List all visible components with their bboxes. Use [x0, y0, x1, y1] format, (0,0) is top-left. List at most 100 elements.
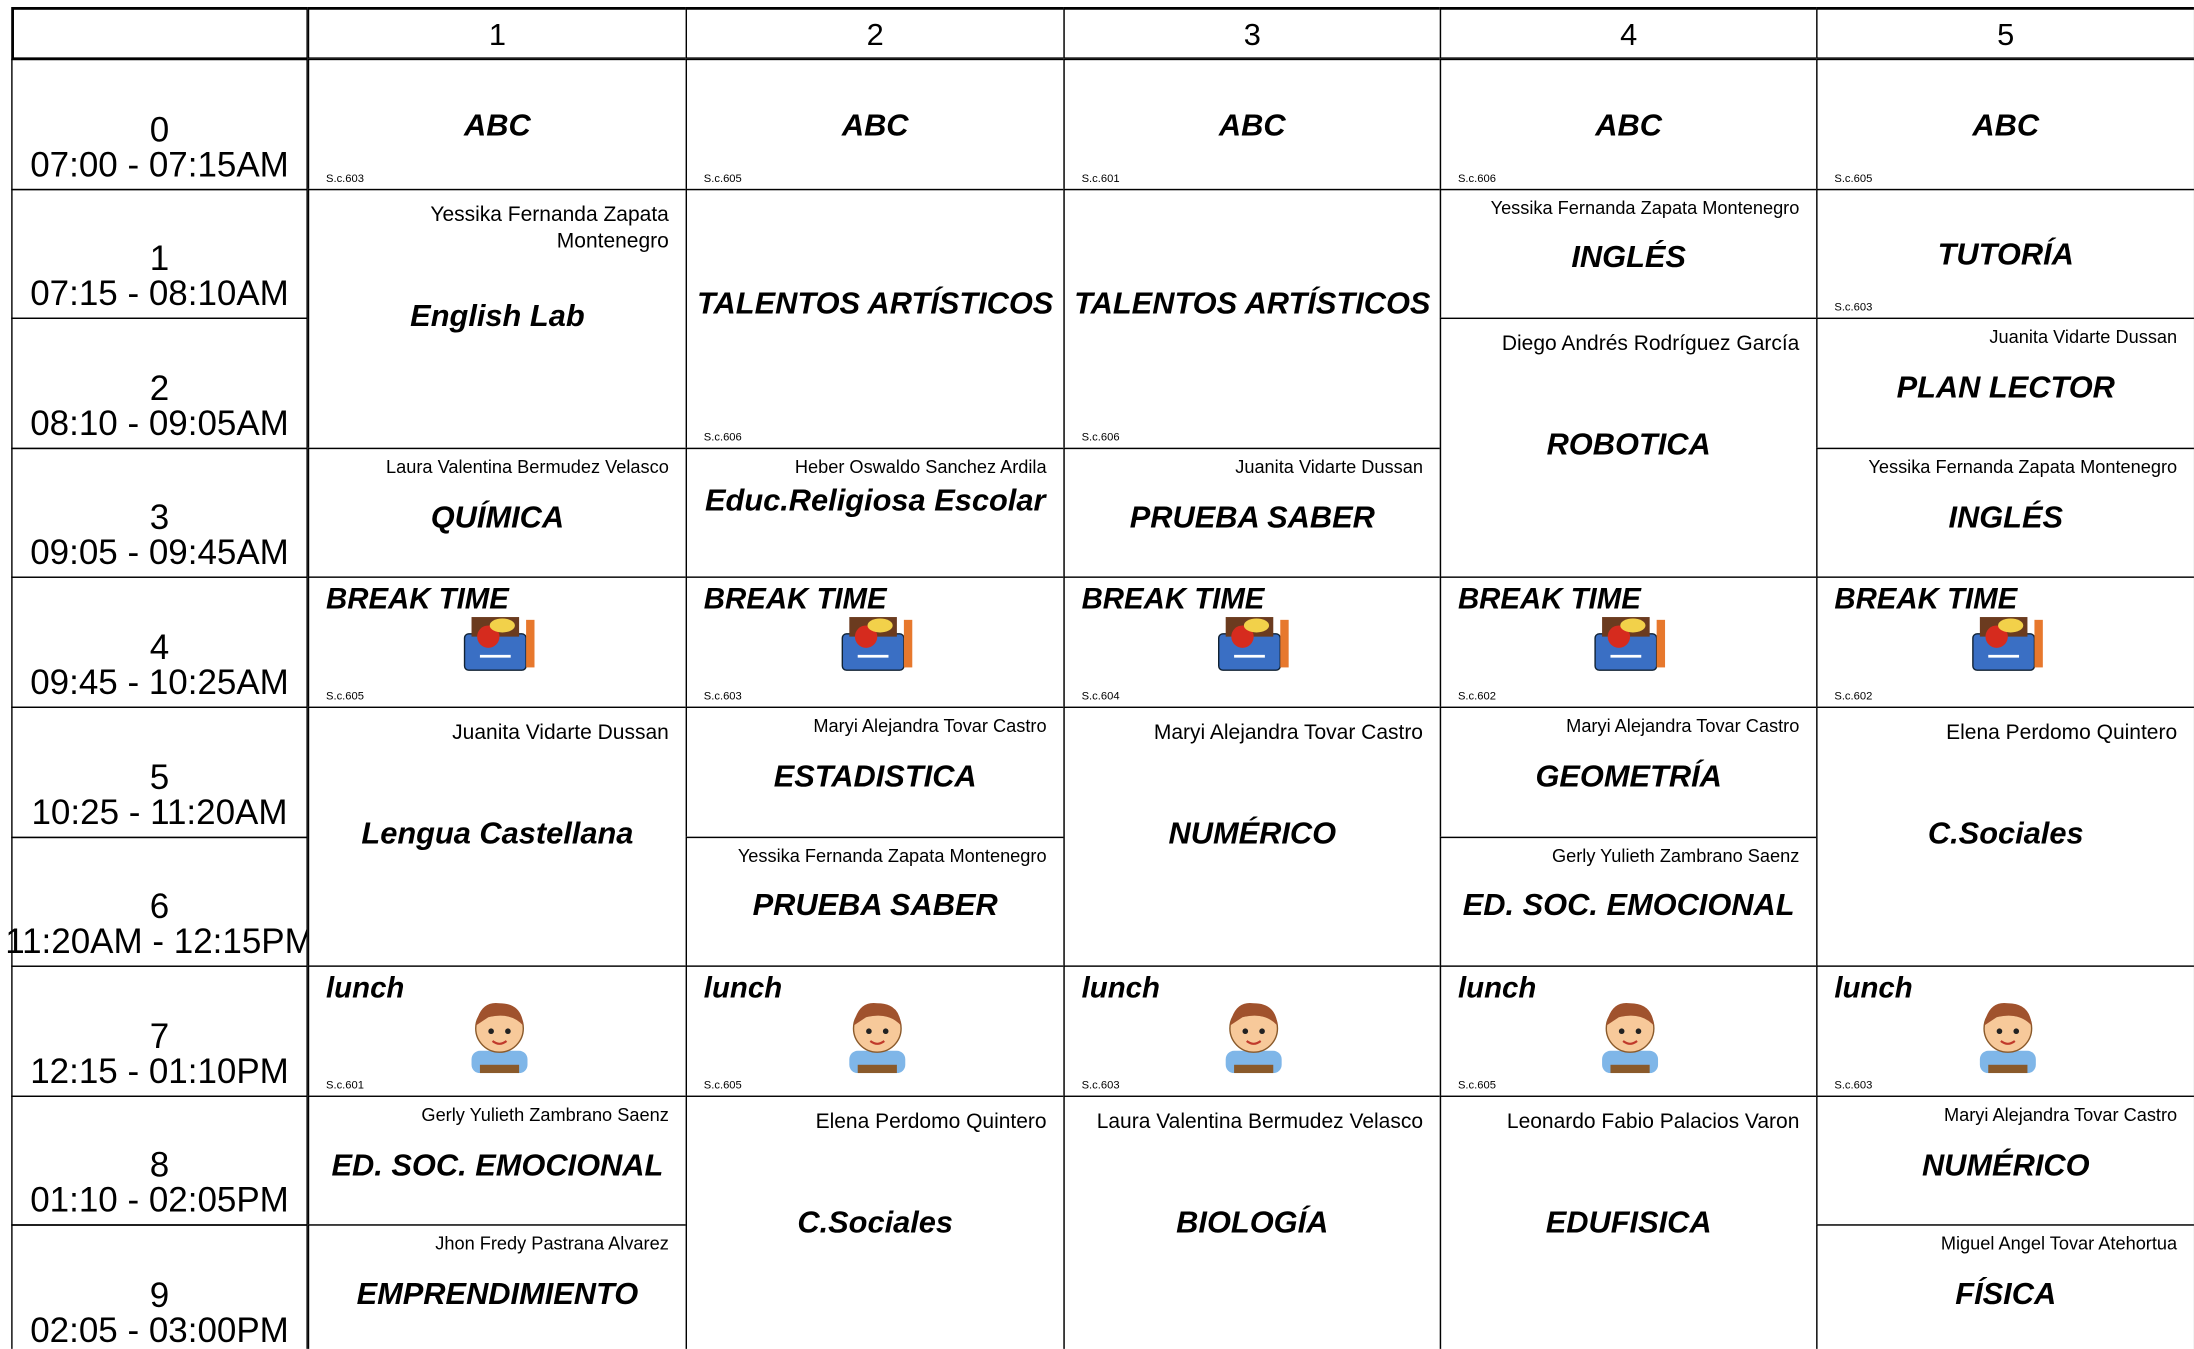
- teacher-name: Maryi Alejandra Tovar Castro: [1153, 720, 1423, 745]
- teacher-name: Maryi Alejandra Tovar Castro: [1943, 1103, 2178, 1125]
- teacher-name: Laura Valentina Bermudez Velasco: [1096, 1109, 1423, 1134]
- schedule-cell: Gerly Yulieth Zambrano Saenz ED. SOC. EMO…: [307, 1095, 688, 1227]
- break-title: BREAK TIME: [1081, 584, 1265, 617]
- period-time: 07:00 - 07:15AM: [30, 144, 289, 185]
- period-cell: 6 11:20AM - 12:15PM: [5, 836, 314, 968]
- schedule-cell: Yessika Fernanda Zapata Montenegro INGLÉS: [1439, 188, 1818, 320]
- subject-name: TALENTOS ARTÍSTICOS: [1074, 284, 1431, 320]
- day-header: 2: [685, 6, 1065, 61]
- schedule-cell: Elena Perdomo Quintero C.Sociales: [685, 1095, 1065, 1349]
- schedule-cell: ABC S.c.605: [1816, 58, 2194, 190]
- subject-name: INGLÉS: [1948, 498, 2064, 534]
- period-number: 8: [149, 1146, 170, 1186]
- room-code: S.c.603: [326, 171, 364, 185]
- break-title: lunch: [1081, 972, 1160, 1005]
- subject-name: BIOLOGÍA: [1176, 1204, 1329, 1240]
- teacher-name: Gerly Yulieth Zambrano Saenz: [1551, 844, 1800, 866]
- schedule-cell: Heber Oswaldo Sanchez Ardila Educ.Religio…: [685, 447, 1065, 579]
- subject-name: TALENTOS ARTÍSTICOS: [697, 284, 1054, 320]
- room-code: S.c.606: [703, 430, 742, 444]
- schedule-cell: Yessika Fernanda Zapata Montenegro Englis…: [307, 188, 688, 449]
- schedule-cell: ABC S.c.603: [307, 58, 688, 190]
- teacher-name: Maryi Alejandra Tovar Castro: [1566, 714, 1800, 736]
- room-code: S.c.605: [703, 1078, 742, 1092]
- day-header: 1: [307, 6, 688, 61]
- subject-name: ABC: [841, 107, 909, 143]
- schedule-cell: Diego Andrés Rodríguez García ROBOTICA: [1439, 317, 1818, 579]
- teacher-name: Maryi Alejandra Tovar Castro: [813, 714, 1047, 736]
- period-cell: 5 10:25 - 11:20AM: [11, 706, 310, 838]
- period-cell: 1 07:15 - 08:10AM: [11, 188, 310, 320]
- period-cell: 8 01:10 - 02:05PM: [11, 1095, 310, 1227]
- break-title: BREAK TIME: [1834, 584, 2018, 617]
- break-title: lunch: [326, 972, 405, 1005]
- subject-name: QUÍMICA: [430, 498, 565, 534]
- subject-name: PRUEBA SABER: [752, 887, 998, 923]
- subject-name: PLAN LECTOR: [1896, 369, 2115, 405]
- teacher-name: Heber Oswaldo Sanchez Ardila: [794, 455, 1047, 477]
- period-number: 5: [149, 757, 170, 797]
- room-code: S.c.601: [1081, 171, 1120, 185]
- schedule-cell: ABC S.c.605: [685, 58, 1065, 190]
- break-title: BREAK TIME: [703, 584, 887, 617]
- break-title: lunch: [1834, 972, 1913, 1005]
- period-number: 2: [149, 369, 170, 409]
- teacher-name: Diego Andrés Rodríguez García: [1501, 331, 1800, 356]
- room-code: S.c.603: [703, 689, 742, 703]
- room-code: S.c.601: [326, 1078, 364, 1092]
- day-header: 5: [1816, 6, 2194, 61]
- teacher-name: Juanita Vidarte Dussan: [452, 720, 669, 745]
- schedule-cell: lunch S.c.603: [1816, 965, 2194, 1097]
- room-code: S.c.605: [1834, 171, 1873, 185]
- cell-icon: [1968, 606, 2049, 680]
- room-code: S.c.603: [1081, 1078, 1120, 1092]
- schedule-cell: Yessika Fernanda Zapata Montenegro INGLÉS: [1816, 447, 2194, 579]
- subject-name: C.Sociales: [1927, 815, 2084, 851]
- period-cell: 2 08:10 - 09:05AM: [11, 317, 310, 449]
- schedule-cell: Juanita Vidarte Dussan PLAN LECTOR: [1816, 317, 2194, 449]
- teacher-name: Juanita Vidarte Dussan: [1989, 326, 2178, 348]
- schedule-cell: Miguel Angel Tovar Atehortua FÍSICA: [1816, 1224, 2194, 1349]
- subject-name: NUMÉRICO: [1921, 1146, 2090, 1182]
- subject-name: FÍSICA: [1955, 1276, 2057, 1312]
- period-time: 08:10 - 09:05AM: [30, 404, 289, 444]
- schedule-cell: ABC S.c.601: [1063, 58, 1442, 190]
- teacher-name: Laura Valentina Bermudez Velasco: [386, 455, 669, 477]
- corner: [11, 6, 310, 61]
- schedule-cell: Gerly Yulieth Zambrano Saenz ED. SOC. EMO…: [1439, 836, 1818, 968]
- schedule-cell: BREAK TIME S.c.604: [1063, 577, 1442, 708]
- subject-name: English Lab: [410, 297, 585, 333]
- teacher-name: Yessika Fernanda Zapata Montenegro: [1490, 196, 1800, 218]
- schedule-cell: Maryi Alejandra Tovar Castro GEOMETRÍA: [1439, 706, 1818, 838]
- schedule-cell: Laura Valentina Bermudez Velasco QUÍMICA: [307, 447, 688, 579]
- teacher-name: Elena Perdomo Quintero: [815, 1109, 1047, 1134]
- teacher-name: Yessika Fernanda Zapata Montenegro: [1868, 455, 2178, 477]
- subject-name: ABC: [464, 107, 531, 143]
- subject-name: GEOMETRÍA: [1535, 758, 1722, 794]
- period-cell: 3 09:05 - 09:45AM: [11, 447, 310, 579]
- period-time: 11:20AM - 12:15PM: [5, 922, 314, 962]
- teacher-name: Juanita Vidarte Dussan: [1235, 455, 1423, 477]
- break-title: BREAK TIME: [1457, 584, 1641, 617]
- period-number: 4: [149, 628, 170, 668]
- subject-name: Lengua Castellana: [361, 815, 634, 851]
- room-code: S.c.603: [1834, 301, 1873, 314]
- subject-name: ROBOTICA: [1546, 427, 1711, 463]
- period-number: 7: [149, 1016, 170, 1057]
- schedule-cell: BREAK TIME S.c.602: [1439, 577, 1818, 708]
- period-cell: 7 12:15 - 01:10PM: [11, 965, 310, 1097]
- teacher-name: Elena Perdomo Quintero: [1946, 720, 2178, 745]
- cell-icon: [837, 995, 915, 1080]
- room-code: S.c.602: [1457, 689, 1496, 703]
- room-code: S.c.602: [1834, 689, 1873, 703]
- period-time: 10:25 - 11:20AM: [31, 792, 288, 832]
- cell-icon: [1215, 995, 1293, 1080]
- room-code: S.c.604: [1081, 689, 1120, 703]
- schedule-cell: BREAK TIME S.c.605: [307, 577, 688, 708]
- cell-icon: [460, 606, 541, 680]
- subject-name: TUTORÍA: [1937, 237, 2074, 272]
- schedule-cell: BREAK TIME S.c.602: [1816, 577, 2194, 708]
- subject-name: PRUEBA SABER: [1129, 498, 1375, 534]
- period-number: 3: [149, 498, 170, 538]
